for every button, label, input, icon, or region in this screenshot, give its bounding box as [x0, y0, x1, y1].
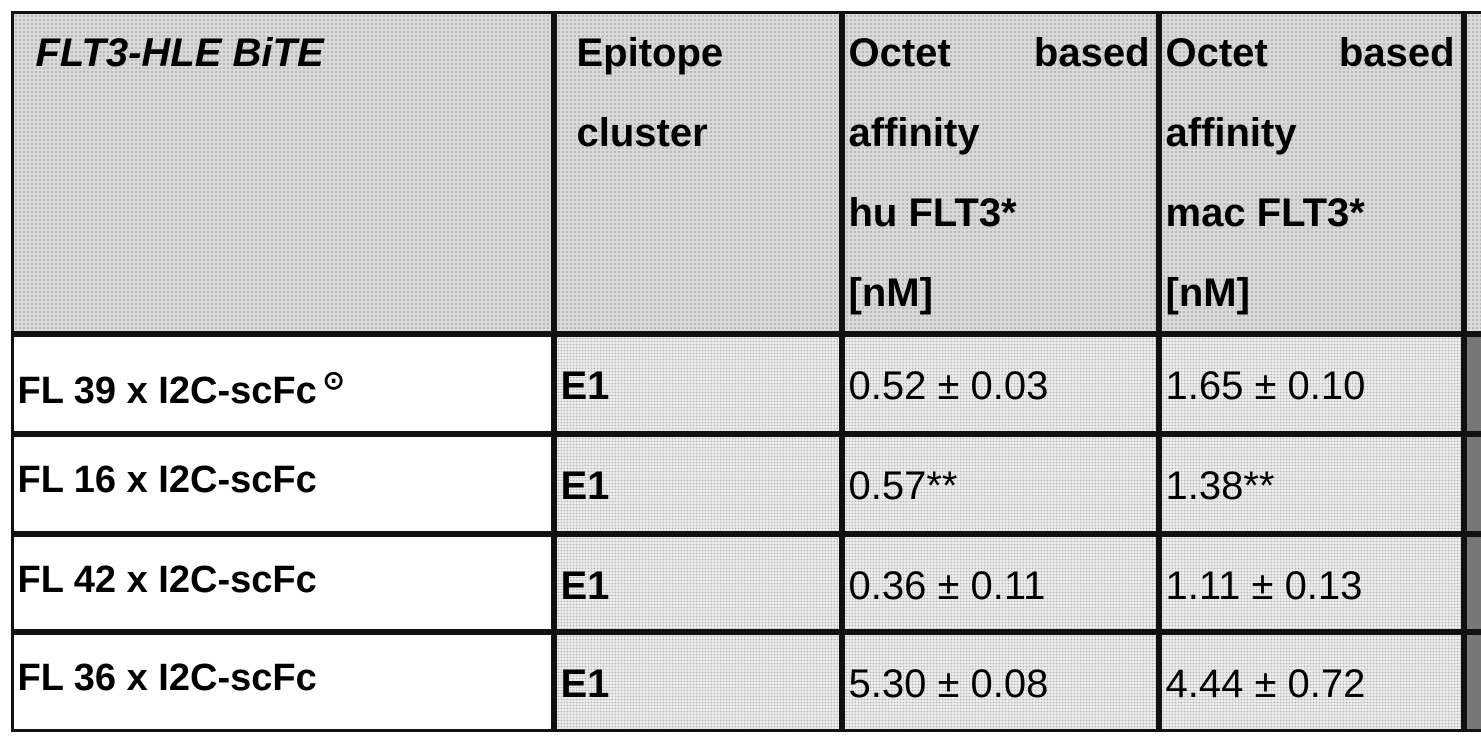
affinity-value: 1.65 ± 0.10 [1162, 353, 1461, 433]
row-name: FL 42 x I2C-scFc [14, 547, 551, 627]
row-name-cell: FL 42 x I2C-scFc [11, 534, 554, 632]
data-cell: 0.52 ± 0.03 [842, 334, 1159, 434]
affinity-value: 5.30 ± 0.08 [845, 651, 1156, 731]
header-cell: Octet basedaffinitymac FLT3*[nM] [1159, 11, 1464, 334]
data-cell: 5.30 ± 0.08 [842, 632, 1159, 732]
epitope-cluster: E1 [557, 553, 839, 633]
header-cell: FLT3-HLE BiTE [11, 11, 554, 334]
header-text: affinity [845, 100, 1156, 180]
header-cell: Octet basedaffinityhu FLT3*[nM] [842, 11, 1159, 334]
affinity-value: 0.52 ± 0.03 [845, 353, 1156, 433]
data-cell: 1.11 ± 0.13 [1159, 534, 1464, 632]
epitope-cluster: E1 [557, 651, 839, 731]
data-cell: 0.57** [842, 434, 1159, 534]
row-name: FL 36 x I2C-scFc [14, 645, 551, 725]
data-cell: E1 [554, 434, 842, 534]
data-cell: E1 [554, 632, 842, 732]
data-cell: E1 [554, 334, 842, 434]
affinity-value: 0.57** [845, 453, 1156, 533]
affinity-value: 4.44 ± 0.72 [1162, 651, 1461, 731]
header-text: FLT3-HLE BiTE [14, 20, 551, 100]
header-text: Octet based [845, 20, 1156, 100]
header-text: affinity [1162, 100, 1461, 180]
header-text: Epitope [557, 20, 839, 100]
data-cell: 4.44 ± 0.72 [1159, 632, 1464, 732]
row-name-text: FL 42 x I2C-scFc [18, 559, 317, 601]
epitope-cluster: E1 [557, 453, 839, 533]
cutoff-cell [1464, 434, 1481, 534]
header-cell: Epitopecluster [554, 11, 842, 334]
header-text: [nM] [1162, 260, 1461, 340]
affinity-value: 0.36 ± 0.11 [845, 553, 1156, 633]
row-name-cell: FL 36 x I2C-scFc [11, 632, 554, 732]
row-name-cell: FL 16 x I2C-scFc [11, 434, 554, 534]
row-name-text: FL 16 x I2C-scFc [18, 459, 317, 501]
cutoff-cell [1464, 334, 1481, 434]
header-text: [nM] [845, 260, 1156, 340]
row-name-cell: FL 39 x I2C-scFc⊙ [11, 334, 554, 434]
header-text: hu FLT3* [845, 180, 1156, 260]
epitope-cluster: E1 [557, 353, 839, 433]
data-cell: E1 [554, 534, 842, 632]
cutoff-header [1464, 11, 1481, 334]
data-cell: 1.65 ± 0.10 [1159, 334, 1464, 434]
row-name: FL 16 x I2C-scFc [14, 447, 551, 527]
header-text: mac FLT3* [1162, 180, 1461, 260]
cutoff-cell [1464, 632, 1481, 732]
row-name: FL 39 x I2C-scFc⊙ [14, 347, 551, 427]
row-mark: ⊙ [323, 365, 345, 395]
cutoff-cell [1464, 534, 1481, 632]
affinity-value: 1.38** [1162, 453, 1461, 533]
header-text: cluster [557, 100, 839, 180]
data-cell: 0.36 ± 0.11 [842, 534, 1159, 632]
affinity-value: 1.11 ± 0.13 [1162, 553, 1461, 633]
row-name-text: FL 36 x I2C-scFc [18, 657, 317, 699]
data-cell: 1.38** [1159, 434, 1464, 534]
header-text: Octet based [1162, 20, 1461, 100]
row-name-text: FL 39 x I2C-scFc [18, 370, 317, 412]
